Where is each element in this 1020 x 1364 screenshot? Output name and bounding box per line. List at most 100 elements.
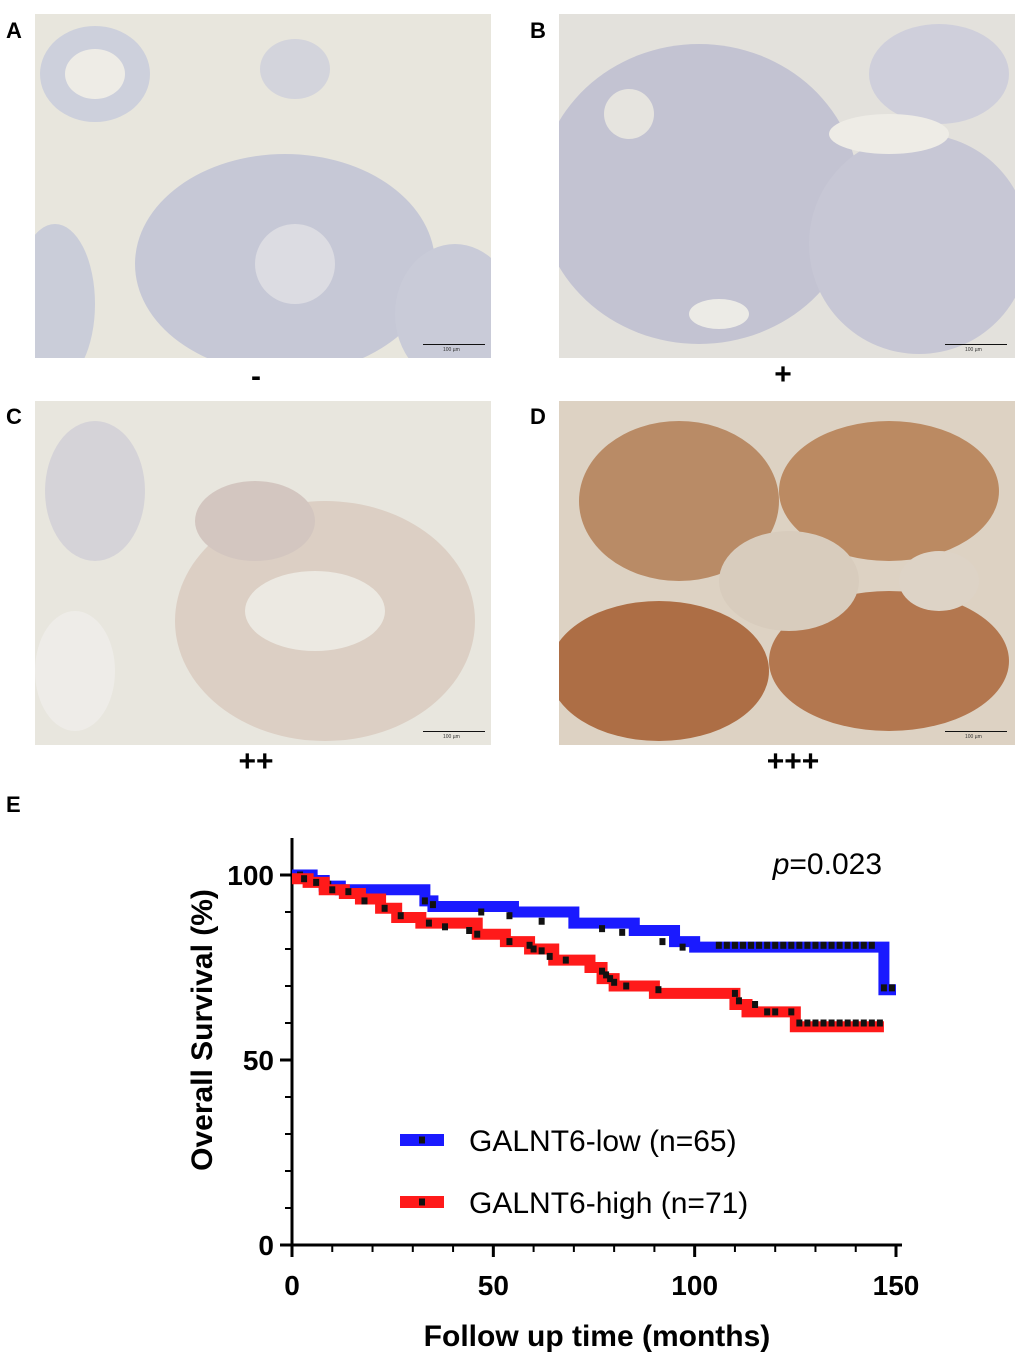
censor-mark — [756, 941, 763, 949]
censor-mark — [731, 989, 738, 997]
censor-mark — [474, 930, 481, 938]
score-label-d: +++ — [766, 745, 820, 778]
censor-mark — [820, 1019, 827, 1027]
survival-curve — [292, 873, 884, 1033]
censor-mark — [748, 941, 755, 949]
censor-mark — [868, 1019, 875, 1027]
chart-axes: 0 50 100 0 50 100 150 — [227, 838, 919, 1301]
p-value-annotation: p=0.023 — [772, 848, 882, 881]
micrograph-d: 100 µm — [559, 401, 1015, 745]
micrograph-a: 100 µm — [35, 14, 491, 358]
censor-mark — [655, 986, 662, 994]
censor-mark — [442, 923, 449, 931]
censor-mark — [506, 938, 513, 946]
panel-letter-a: A — [6, 18, 22, 43]
censor-mark — [429, 901, 436, 909]
scale-label-a: 100 µm — [443, 347, 460, 353]
censor-mark — [844, 941, 851, 949]
censor-mark — [860, 941, 867, 949]
censor-mark — [421, 897, 428, 905]
censor-mark — [603, 971, 610, 979]
censor-mark — [852, 1019, 859, 1027]
panel-letter-e: E — [6, 792, 21, 817]
censor-mark — [804, 941, 811, 949]
censor-mark — [538, 917, 545, 925]
x-tick-label: 50 — [478, 1270, 509, 1301]
censor-mark — [796, 1019, 803, 1027]
censor-mark — [679, 943, 686, 951]
censor-mark — [538, 947, 545, 955]
scale-bar-a — [423, 344, 485, 345]
censor-mark — [397, 912, 404, 920]
x-axis-label: Follow up time (months) — [424, 1320, 771, 1353]
censor-mark — [466, 927, 473, 934]
censor-mark — [812, 1019, 819, 1027]
censor-mark — [425, 919, 432, 927]
x-tick-label: 100 — [671, 1270, 718, 1301]
tissue-image-d — [559, 401, 1015, 745]
series-low — [292, 869, 896, 996]
censor-mark — [611, 978, 618, 986]
chart-legend: GALNT6-low (n=65) GALNT6-high (n=71) — [400, 1125, 748, 1220]
censor-mark — [478, 908, 485, 916]
y-tick-label: 100 — [227, 860, 274, 891]
censor-mark — [345, 888, 352, 896]
censor-mark — [764, 1008, 771, 1016]
series-high — [292, 873, 884, 1033]
censor-mark — [526, 941, 533, 949]
censor-mark — [731, 941, 738, 949]
censor-mark — [788, 941, 795, 949]
censor-mark — [844, 1019, 851, 1027]
legend-label: GALNT6-high (n=71) — [469, 1187, 748, 1220]
censor-mark — [804, 1019, 811, 1027]
scale-label-d: 100 µm — [965, 734, 982, 740]
y-axis-label: Overall Survival (%) — [186, 889, 219, 1171]
censor-mark — [607, 975, 614, 983]
scale-label-b: 100 µm — [965, 347, 982, 353]
panel-letter-c: C — [6, 404, 22, 429]
censor-mark — [301, 875, 308, 883]
p-value-italic: p — [772, 848, 790, 881]
censor-mark — [860, 1019, 867, 1027]
censor-mark — [772, 1008, 779, 1016]
censor-mark — [788, 1008, 795, 1016]
panel-letter-d: D — [530, 404, 546, 429]
censor-mark — [836, 941, 843, 949]
censor-mark — [659, 938, 666, 946]
y-tick-label: 0 — [258, 1230, 274, 1261]
censor-mark — [739, 941, 746, 949]
censor-mark — [764, 941, 771, 949]
censor-mark — [623, 982, 630, 990]
x-tick-label: 150 — [873, 1270, 920, 1301]
micrograph-b: 100 µm — [559, 14, 1015, 358]
score-label-b: + — [774, 358, 792, 391]
legend-censor-mark — [419, 1198, 425, 1206]
censor-mark — [772, 941, 779, 949]
censor-mark — [735, 997, 742, 1005]
panel-letter-b: B — [530, 18, 546, 43]
legend-censor-mark — [419, 1136, 425, 1144]
censor-mark — [812, 941, 819, 949]
censor-mark — [619, 928, 626, 936]
censor-mark — [752, 1001, 759, 1008]
censor-mark — [381, 904, 388, 912]
censor-mark — [780, 941, 787, 949]
censor-mark — [880, 984, 887, 992]
censor-mark — [828, 941, 835, 949]
legend-label: GALNT6-low (n=65) — [469, 1125, 737, 1158]
y-tick-label: 50 — [243, 1045, 274, 1076]
x-tick-label: 0 — [284, 1270, 300, 1301]
censor-mark — [530, 945, 537, 953]
chart-series — [292, 869, 896, 1033]
censor-mark — [546, 952, 553, 960]
censor-mark — [888, 984, 895, 992]
censor-mark — [828, 1019, 835, 1027]
scale-bar-d — [945, 731, 1007, 732]
censor-mark — [876, 1019, 883, 1027]
censor-mark — [723, 941, 730, 949]
censor-mark — [562, 956, 569, 964]
censor-mark — [329, 886, 336, 894]
p-value-text: =0.023 — [789, 848, 882, 881]
censor-mark — [796, 941, 803, 949]
